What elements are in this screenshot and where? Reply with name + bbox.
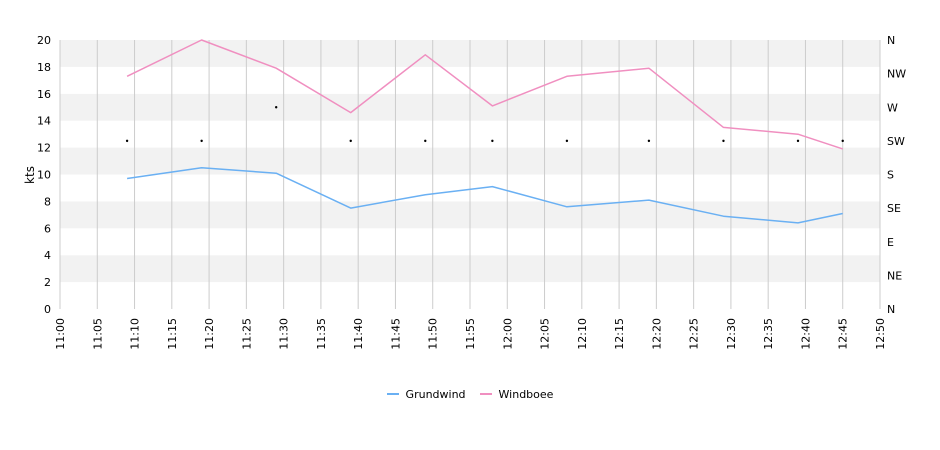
y-tick-label: 20 xyxy=(37,34,51,47)
x-tick-label: 11:15 xyxy=(166,318,179,350)
x-tick-label: 11:50 xyxy=(427,318,440,350)
x-tick-label: 11:40 xyxy=(352,318,365,350)
x-tick-label: 12:25 xyxy=(688,318,701,350)
y-axis-label: kts xyxy=(23,166,37,184)
x-tick-label: 11:25 xyxy=(240,318,253,350)
direction-tick-label: SE xyxy=(887,202,901,215)
direction-marker xyxy=(491,139,494,143)
x-tick-label: 12:30 xyxy=(725,318,738,350)
series-lines xyxy=(126,39,843,224)
direction-marker xyxy=(722,139,725,143)
x-tick-label: 12:50 xyxy=(874,318,887,350)
x-tick-label: 12:40 xyxy=(799,318,812,350)
direction-tick-label: W xyxy=(887,101,898,114)
y-tick-label: 10 xyxy=(37,169,51,182)
direction-tick-label: E xyxy=(887,236,894,249)
x-tick-label: 12:00 xyxy=(501,318,514,350)
chart-legend: Grundwind Windboee xyxy=(0,385,940,401)
x-tick-label: 12:15 xyxy=(613,318,626,350)
vertical-gridlines xyxy=(59,40,881,309)
x-tick-label: 12:35 xyxy=(762,318,775,350)
direction-tick-label: N xyxy=(887,303,895,316)
series-line-grundwind xyxy=(126,167,843,224)
direction-tick-label: SW xyxy=(887,135,905,148)
x-tick-label: 11:30 xyxy=(278,318,291,350)
direction-marker xyxy=(274,106,278,109)
direction-axis-ticks: N NE E SE S SW W NW N xyxy=(887,34,906,316)
y-tick-label: 6 xyxy=(44,222,51,235)
x-tick-label: 12:20 xyxy=(650,318,663,350)
y-tick-label: 18 xyxy=(37,61,51,74)
y-tick-label: 2 xyxy=(44,276,51,289)
x-tick-label: 12:10 xyxy=(576,318,589,350)
y-tick-label: 4 xyxy=(44,249,51,262)
x-axis-ticks: 11:00 11:05 11:10 11:15 11:20 11:25 11:30 11:35… xyxy=(54,318,887,350)
x-tick-label: 12:45 xyxy=(837,318,850,350)
y-axis-ticks: 0 2 4 6 8 10 12 14 16 18 20 xyxy=(37,34,51,316)
y-tick-label: 12 xyxy=(37,142,51,155)
direction-marker xyxy=(647,139,651,143)
direction-marker xyxy=(200,139,203,143)
x-tick-label: 11:10 xyxy=(129,318,142,350)
y-tick-label: 14 xyxy=(37,115,51,128)
direction-markers xyxy=(125,106,844,143)
direction-marker xyxy=(125,139,129,143)
legend-item-grundwind[interactable]: Grundwind xyxy=(386,387,466,401)
direction-tick-label: NW xyxy=(887,68,906,81)
x-tick-label: 11:00 xyxy=(54,318,67,350)
x-tick-label: 12:05 xyxy=(539,318,552,350)
direction-tick-label: N xyxy=(887,34,895,47)
series-line-windboee xyxy=(126,39,843,150)
x-tick-label: 11:35 xyxy=(315,318,328,350)
y-tick-label: 0 xyxy=(44,303,51,316)
legend-swatch xyxy=(479,393,492,395)
direction-tick-label: S xyxy=(887,169,894,182)
legend-label: Windboee xyxy=(498,387,554,401)
legend-item-windboee[interactable]: Windboee xyxy=(479,387,554,401)
legend-swatch xyxy=(386,393,399,395)
direction-tick-label: NE xyxy=(887,269,902,282)
direction-marker xyxy=(796,139,800,143)
x-tick-label: 11:45 xyxy=(389,318,402,350)
x-tick-label: 11:05 xyxy=(91,318,104,350)
direction-marker xyxy=(424,139,427,143)
direction-marker xyxy=(349,139,352,143)
legend-label: Grundwind xyxy=(405,387,466,401)
x-tick-label: 11:55 xyxy=(464,318,477,350)
direction-marker xyxy=(565,139,569,143)
y-tick-label: 16 xyxy=(37,88,51,101)
x-tick-label: 11:20 xyxy=(203,318,216,350)
y-tick-label: 8 xyxy=(44,195,51,208)
direction-marker xyxy=(841,139,844,143)
